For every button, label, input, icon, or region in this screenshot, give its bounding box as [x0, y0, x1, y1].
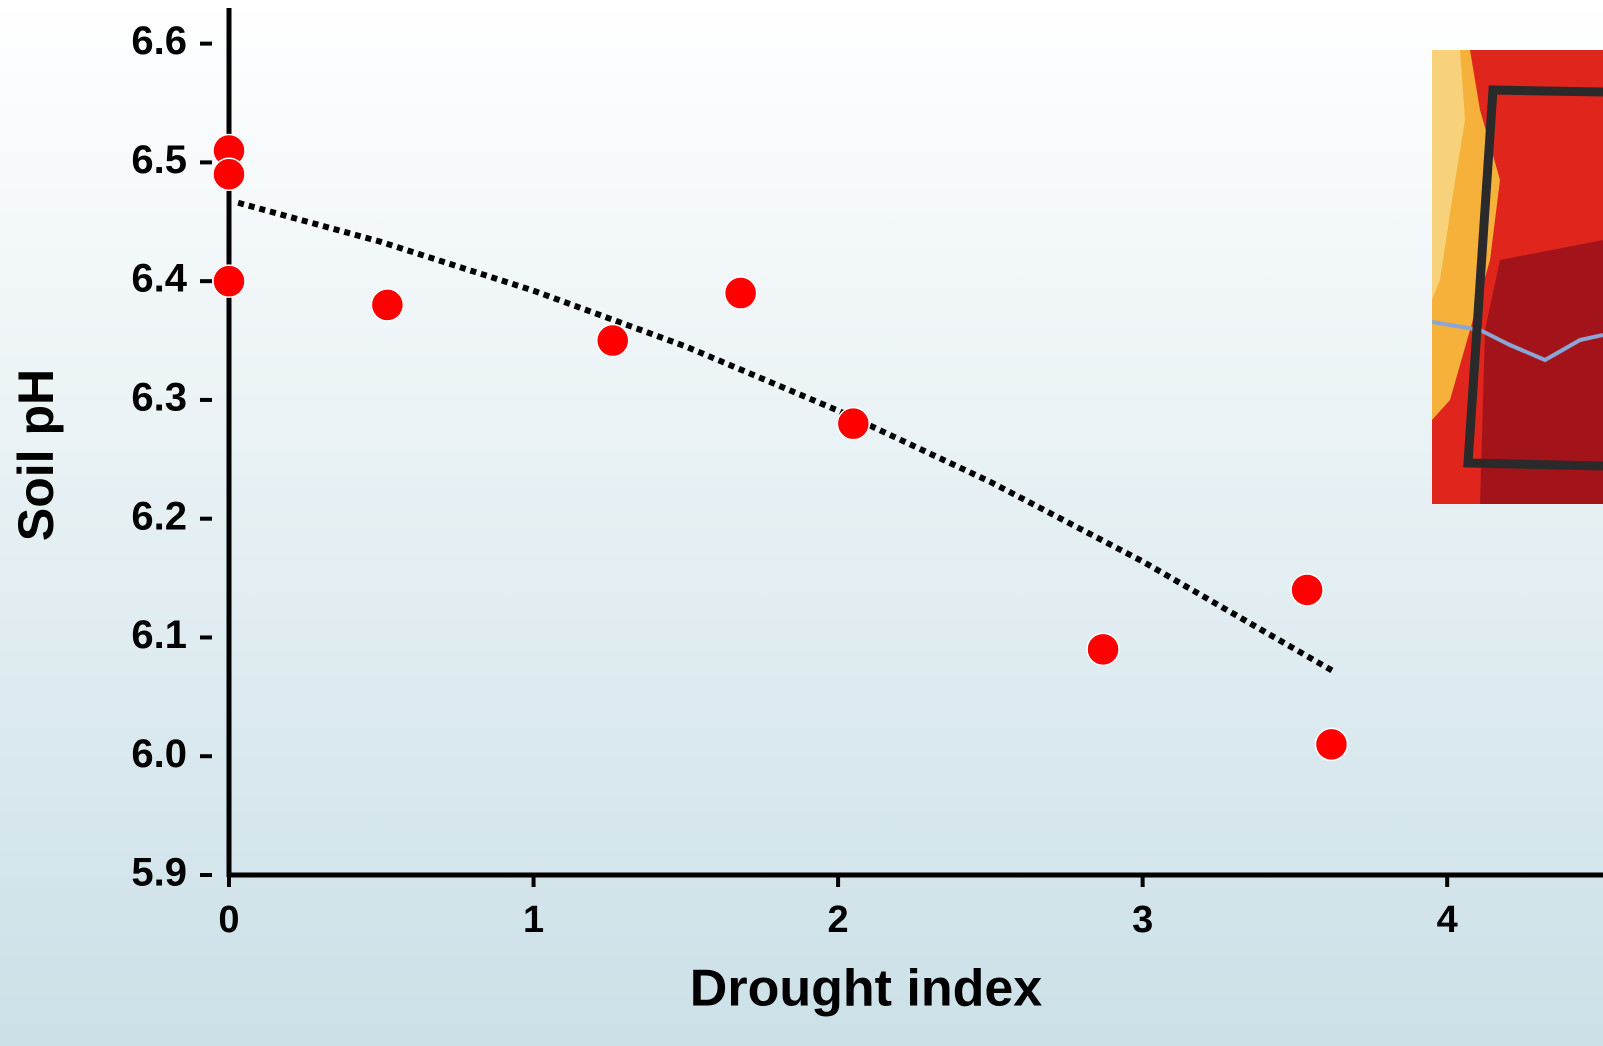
y-tick-label: 6.2 [131, 494, 187, 538]
point [1087, 633, 1119, 665]
y-tick-label: 6.3 [131, 375, 187, 419]
inset-map [1432, 50, 1603, 504]
y-tick-label: 6.1 [131, 613, 187, 657]
point [213, 158, 245, 190]
y-tick-label: 6.6 [131, 19, 187, 63]
y-tick-label: 6.0 [131, 732, 187, 776]
point [837, 408, 869, 440]
x-tick-label: 0 [218, 899, 239, 941]
point [213, 265, 245, 297]
y-tick-label: 5.9 [131, 851, 187, 895]
y-tick-label: 6.5 [131, 138, 187, 182]
x-tick-label: 4 [1437, 899, 1458, 941]
x-axis-title: Drought index [690, 960, 1043, 1018]
point [1291, 574, 1323, 606]
x-tick-label: 3 [1132, 899, 1153, 941]
point [1315, 728, 1347, 760]
y-axis-title: Soil pH [8, 369, 64, 541]
x-tick-label: 2 [828, 899, 849, 941]
chart: Drought index Soil pH 5.9 6.0 6.1 6.2 6.3 6.4… [0, 0, 1603, 1046]
x-tick-label: 1 [523, 899, 544, 941]
point [725, 277, 757, 309]
point [371, 289, 403, 321]
point [597, 325, 629, 357]
y-tick-label: 6.4 [131, 257, 187, 301]
page: {"chart_data": {"type": "scatter", "x_la… [0, 0, 1603, 1046]
